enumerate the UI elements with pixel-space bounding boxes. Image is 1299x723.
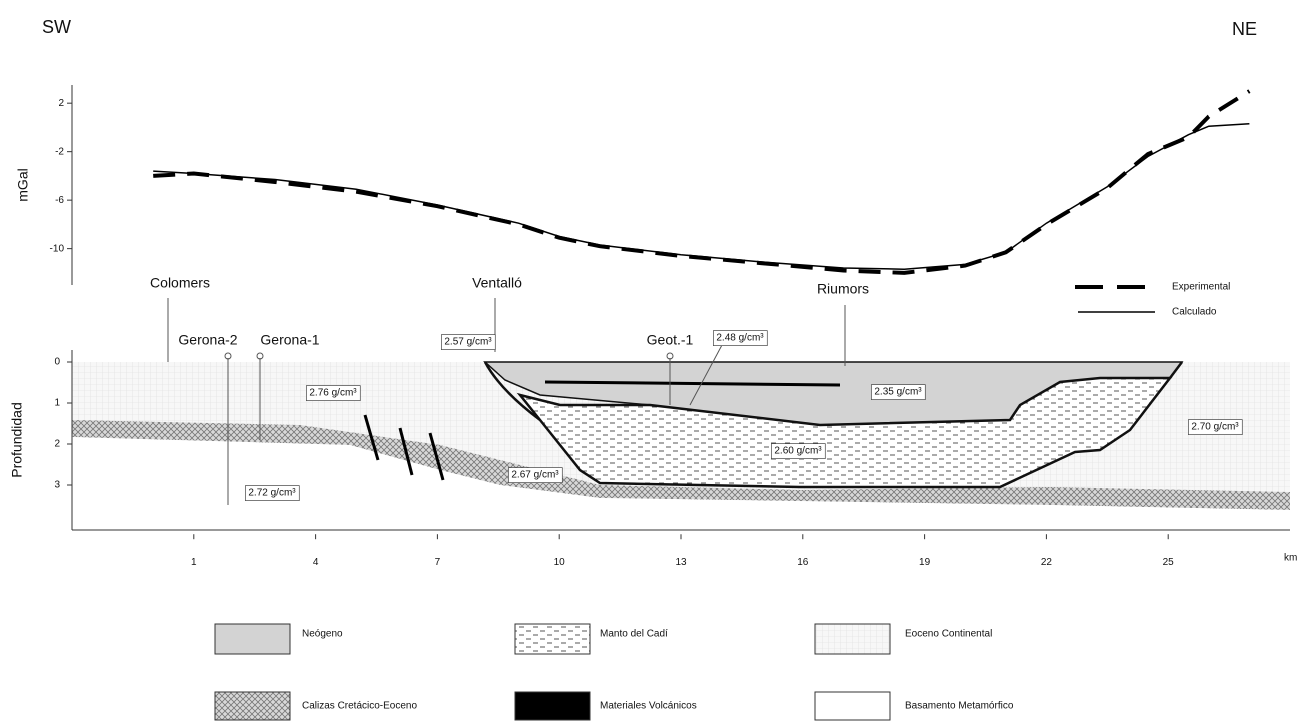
legend-swatch (814, 623, 891, 655)
density-label: 2.67 g/cm³ (511, 470, 559, 481)
legend-label: Neógeno (302, 629, 343, 640)
fault (363, 414, 380, 461)
density-box (306, 385, 361, 401)
density-label: 2.35 g/cm³ (874, 387, 922, 398)
y-tick-label: 1 (54, 398, 60, 409)
density-label: 2.48 g/cm³ (716, 333, 764, 344)
density-box (871, 384, 926, 400)
gravity-ylabel: mGal (15, 168, 31, 201)
well-label: Geot.-1 (647, 332, 694, 348)
legend-label: Manto del Cadí (600, 629, 668, 640)
x-tick-label: 4 (313, 557, 319, 568)
ne-label: NE (1232, 19, 1257, 39)
density-label: 2.72 g/cm³ (248, 488, 296, 499)
density-box (441, 334, 496, 350)
gravity-line (153, 89, 1251, 275)
y-tick-label: 2 (54, 439, 60, 450)
legend-label: Calculado (1172, 307, 1217, 318)
legend-label: Eoceno Continental (905, 629, 992, 640)
y-tick-label: 2 (58, 98, 64, 109)
x-tick-label: 7 (435, 557, 441, 568)
gravity-line (153, 123, 1250, 270)
volcanic-layer (544, 380, 841, 387)
x-tick-label: 22 (1041, 557, 1053, 568)
y-tick-label: -2 (55, 146, 64, 157)
contact (1169, 361, 1183, 379)
density-box (245, 485, 300, 501)
x-tick-label: 13 (675, 557, 687, 568)
legend-swatch (514, 623, 591, 655)
fault (398, 427, 414, 476)
well-label: Gerona-2 (178, 332, 237, 348)
legend-label: Calizas Cretácico-Eoceno (302, 701, 417, 712)
label-leader (689, 344, 723, 406)
y-tick-label: -6 (55, 195, 64, 206)
density-box (771, 443, 826, 459)
sw-label: SW (42, 17, 71, 37)
legend-swatch (814, 691, 891, 721)
legend-label: Experimental (1172, 282, 1230, 293)
depth-ylabel: Profundidad (9, 402, 25, 478)
legend-label: Basamento Metamórfico (905, 701, 1014, 712)
well-head (224, 352, 232, 360)
x-tick-label: 10 (554, 557, 566, 568)
well-label: Colomers (150, 275, 210, 291)
density-label: 2.70 g/cm³ (1191, 422, 1239, 433)
basamento (72, 437, 1290, 530)
density-box (508, 467, 563, 483)
km-unit: km (1284, 553, 1297, 564)
y-tick-label: 3 (54, 480, 60, 491)
density-label: 2.57 g/cm³ (444, 337, 492, 348)
calizas (72, 420, 1290, 510)
well-head (256, 352, 264, 360)
contact (483, 361, 541, 421)
well-head (666, 352, 674, 360)
legend-swatch (514, 691, 591, 721)
density-label: 2.76 g/cm³ (309, 388, 357, 399)
well-label: Gerona-1 (260, 332, 319, 348)
well-label: Riumors (817, 281, 869, 297)
x-tick-label: 16 (797, 557, 809, 568)
density-box (1188, 419, 1243, 435)
x-tick-label: 25 (1163, 557, 1175, 568)
density-box (713, 330, 768, 346)
x-tick-label: 19 (919, 557, 931, 568)
x-tick-label: 1 (191, 557, 197, 568)
density-label: 2.60 g/cm³ (774, 446, 822, 457)
well-label: Ventalló (472, 275, 522, 291)
y-tick-label: -10 (50, 243, 65, 254)
legend-label: Materiales Volcánicos (600, 701, 697, 712)
cross-section (72, 361, 1290, 530)
legend-swatch (214, 691, 291, 721)
y-tick-label: 0 (54, 357, 60, 368)
manto-del-cadi (516, 376, 1173, 489)
fault (428, 432, 445, 481)
legend-swatch (214, 623, 291, 655)
